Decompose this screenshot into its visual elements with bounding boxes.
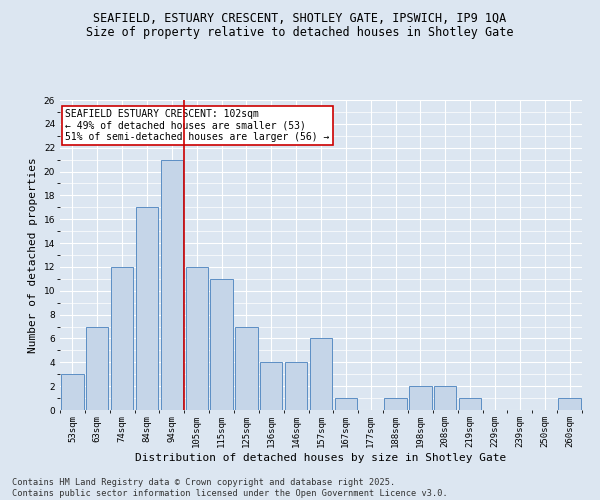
Bar — [61, 374, 83, 410]
Bar — [285, 362, 307, 410]
Bar — [434, 386, 457, 410]
Bar — [409, 386, 431, 410]
Text: SEAFIELD, ESTUARY CRESCENT, SHOTLEY GATE, IPSWICH, IP9 1QA: SEAFIELD, ESTUARY CRESCENT, SHOTLEY GATE… — [94, 12, 506, 26]
Text: Size of property relative to detached houses in Shotley Gate: Size of property relative to detached ho… — [86, 26, 514, 39]
Y-axis label: Number of detached properties: Number of detached properties — [28, 157, 38, 353]
Bar — [161, 160, 183, 410]
Bar — [310, 338, 332, 410]
Text: SEAFIELD ESTUARY CRESCENT: 102sqm
← 49% of detached houses are smaller (53)
51% : SEAFIELD ESTUARY CRESCENT: 102sqm ← 49% … — [65, 110, 329, 142]
Bar — [185, 267, 208, 410]
Text: Contains HM Land Registry data © Crown copyright and database right 2025.
Contai: Contains HM Land Registry data © Crown c… — [12, 478, 448, 498]
Bar — [559, 398, 581, 410]
Bar — [335, 398, 357, 410]
Bar — [385, 398, 407, 410]
Bar — [260, 362, 283, 410]
Bar — [211, 279, 233, 410]
X-axis label: Distribution of detached houses by size in Shotley Gate: Distribution of detached houses by size … — [136, 452, 506, 462]
Bar — [235, 326, 257, 410]
Bar — [136, 208, 158, 410]
Bar — [459, 398, 481, 410]
Bar — [111, 267, 133, 410]
Bar — [86, 326, 109, 410]
